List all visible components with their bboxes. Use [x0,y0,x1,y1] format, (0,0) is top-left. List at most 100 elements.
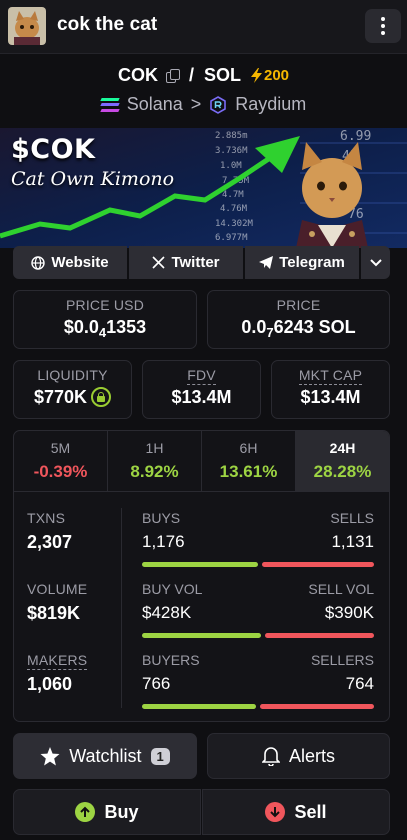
telegram-label: Telegram [279,254,345,271]
sell-portion [260,704,374,709]
globe-icon [31,255,46,270]
svg-text:3.736M: 3.736M [215,146,248,156]
divider [121,508,122,708]
stats-grid: TXNS 2,307 BUYS SELLS 1,176 1,131 VOLUME $… [14,492,389,721]
banner-subtitle: Cat Own Kimono [11,168,175,190]
mcap-label: MKT CAP [298,367,363,385]
price-change: 13.61% [219,462,278,481]
social-links: Website Twitter Telegram [13,246,390,279]
kebab-menu-icon[interactable] [365,9,401,43]
txns-cell: TXNS 2,307 [27,510,72,553]
arrow-up-icon [75,802,96,822]
buys-sells-cell: BUYS SELLS 1,176 1,131 [142,510,374,567]
makers-bar [142,704,374,709]
makers-value: 1,060 [27,674,73,694]
alerts-label: Alerts [288,745,335,766]
liquidity-label: LIQUIDITY [37,367,108,383]
liquidity-value: $770K [14,387,131,408]
top-bar: cok the cat [0,0,407,54]
volume-label: VOLUME [27,581,88,597]
timeframe-tabs: 5M -0.39% 1H 8.92% 6H 13.61% 24H 28.28% [14,431,389,492]
price-usd-box: PRICE USD $0.041353 [13,290,197,349]
boost-badge[interactable]: 200 [251,67,289,84]
more-socials-button[interactable] [361,246,390,279]
price-usd-value: $0.041353 [63,317,147,340]
buyers-value: 766 [142,674,171,693]
base-symbol: COK [117,65,158,85]
lightning-icon [251,68,262,83]
watchlist-count-badge: 1 [150,747,170,765]
makers-cell: MAKERS 1,060 [27,652,88,695]
watchlist-button[interactable]: Watchlist 1 [13,733,197,779]
chain-link[interactable]: Solana [126,94,183,114]
telegram-button[interactable]: Telegram [245,246,359,279]
price-native-label: PRICE [276,297,321,313]
txns-value: 2,307 [27,532,73,552]
sell-label: Sell [294,801,327,822]
chevron-right-icon: > [190,94,202,114]
x-logo-icon [152,256,166,269]
solana-icon [99,97,120,112]
mcap-box: MKT CAP $13.4M [271,360,390,419]
buy-button[interactable]: Buy [13,789,201,835]
txns-label: TXNS [27,510,66,526]
price-native-value: 0.076243 SOL [241,317,356,340]
volume-split-cell: BUY VOL SELL VOL $428K $390K [142,581,374,638]
tab-label: 24H [329,440,356,456]
makers-label: MAKERS [27,652,88,670]
alerts-button[interactable]: Alerts [207,733,390,779]
buyers-sellers-cell: BUYERS SELLERS 766 764 [142,652,374,709]
price-native-box: PRICE 0.076243 SOL [207,290,390,349]
token-banner: 2.885m 3.736M 1.0M 7.75M 4.7M 4.76M 14.302M 6… [0,128,407,248]
quote-symbol: SOL [203,65,241,85]
bell-icon [261,747,280,766]
tab-label: 1H [145,440,164,456]
svg-text:14.302M: 14.302M [215,219,254,229]
price-usd-label: PRICE USD [65,297,145,313]
buyers-label: BUYERS [142,652,200,668]
fdv-box: FDV $13.4M [142,360,261,419]
star-icon [40,746,60,765]
pair-separator: / [188,65,194,85]
twitter-button[interactable]: Twitter [129,246,243,279]
arrow-down-icon [265,802,286,822]
watchlist-label: Watchlist [69,745,142,766]
chain-row: Solana > Raydium [0,94,407,115]
price-change: 8.92% [130,462,179,481]
tab-5m[interactable]: 5M -0.39% [14,431,108,491]
fdv-label: FDV [187,367,216,385]
svg-text:6.977M: 6.977M [215,233,248,243]
svg-text:4.76M: 4.76M [220,204,248,214]
copy-icon[interactable] [165,69,180,83]
cat-mascot [296,142,368,248]
website-button[interactable]: Website [13,246,127,279]
website-label: Website [51,254,109,271]
sell-portion [262,562,374,567]
twitter-label: Twitter [171,254,220,271]
volume-bar [142,633,374,638]
telegram-icon [259,256,274,269]
sellers-label: SELLERS [310,652,374,668]
buy-portion [142,562,258,567]
tab-label: 5M [50,440,71,456]
volume-value: $819K [27,603,81,623]
lock-icon[interactable] [91,387,112,407]
tab-1h[interactable]: 1H 8.92% [108,431,202,491]
svg-text:2.885m: 2.885m [215,131,248,141]
buy-vol-value: $428K [142,603,192,622]
tab-label: 6H [239,440,258,456]
boost-count: 200 [264,67,290,84]
sell-vol-label: SELL VOL [308,581,374,597]
sell-vol-value: $390K [324,603,374,622]
buys-sells-bar [142,562,374,567]
buy-portion [142,704,256,709]
sell-button[interactable]: Sell [202,789,390,835]
sellers-value: 764 [345,674,374,693]
buys-label: BUYS [142,510,181,526]
svg-text:76: 76 [348,207,364,222]
txn-stats-panel: 5M -0.39% 1H 8.92% 6H 13.61% 24H 28.28% … [13,430,390,722]
svg-text:4.7M: 4.7M [222,190,244,200]
tab-24h[interactable]: 24H 28.28% [296,431,389,491]
tab-6h[interactable]: 6H 13.61% [202,431,296,491]
dex-link[interactable]: Raydium [235,94,307,114]
